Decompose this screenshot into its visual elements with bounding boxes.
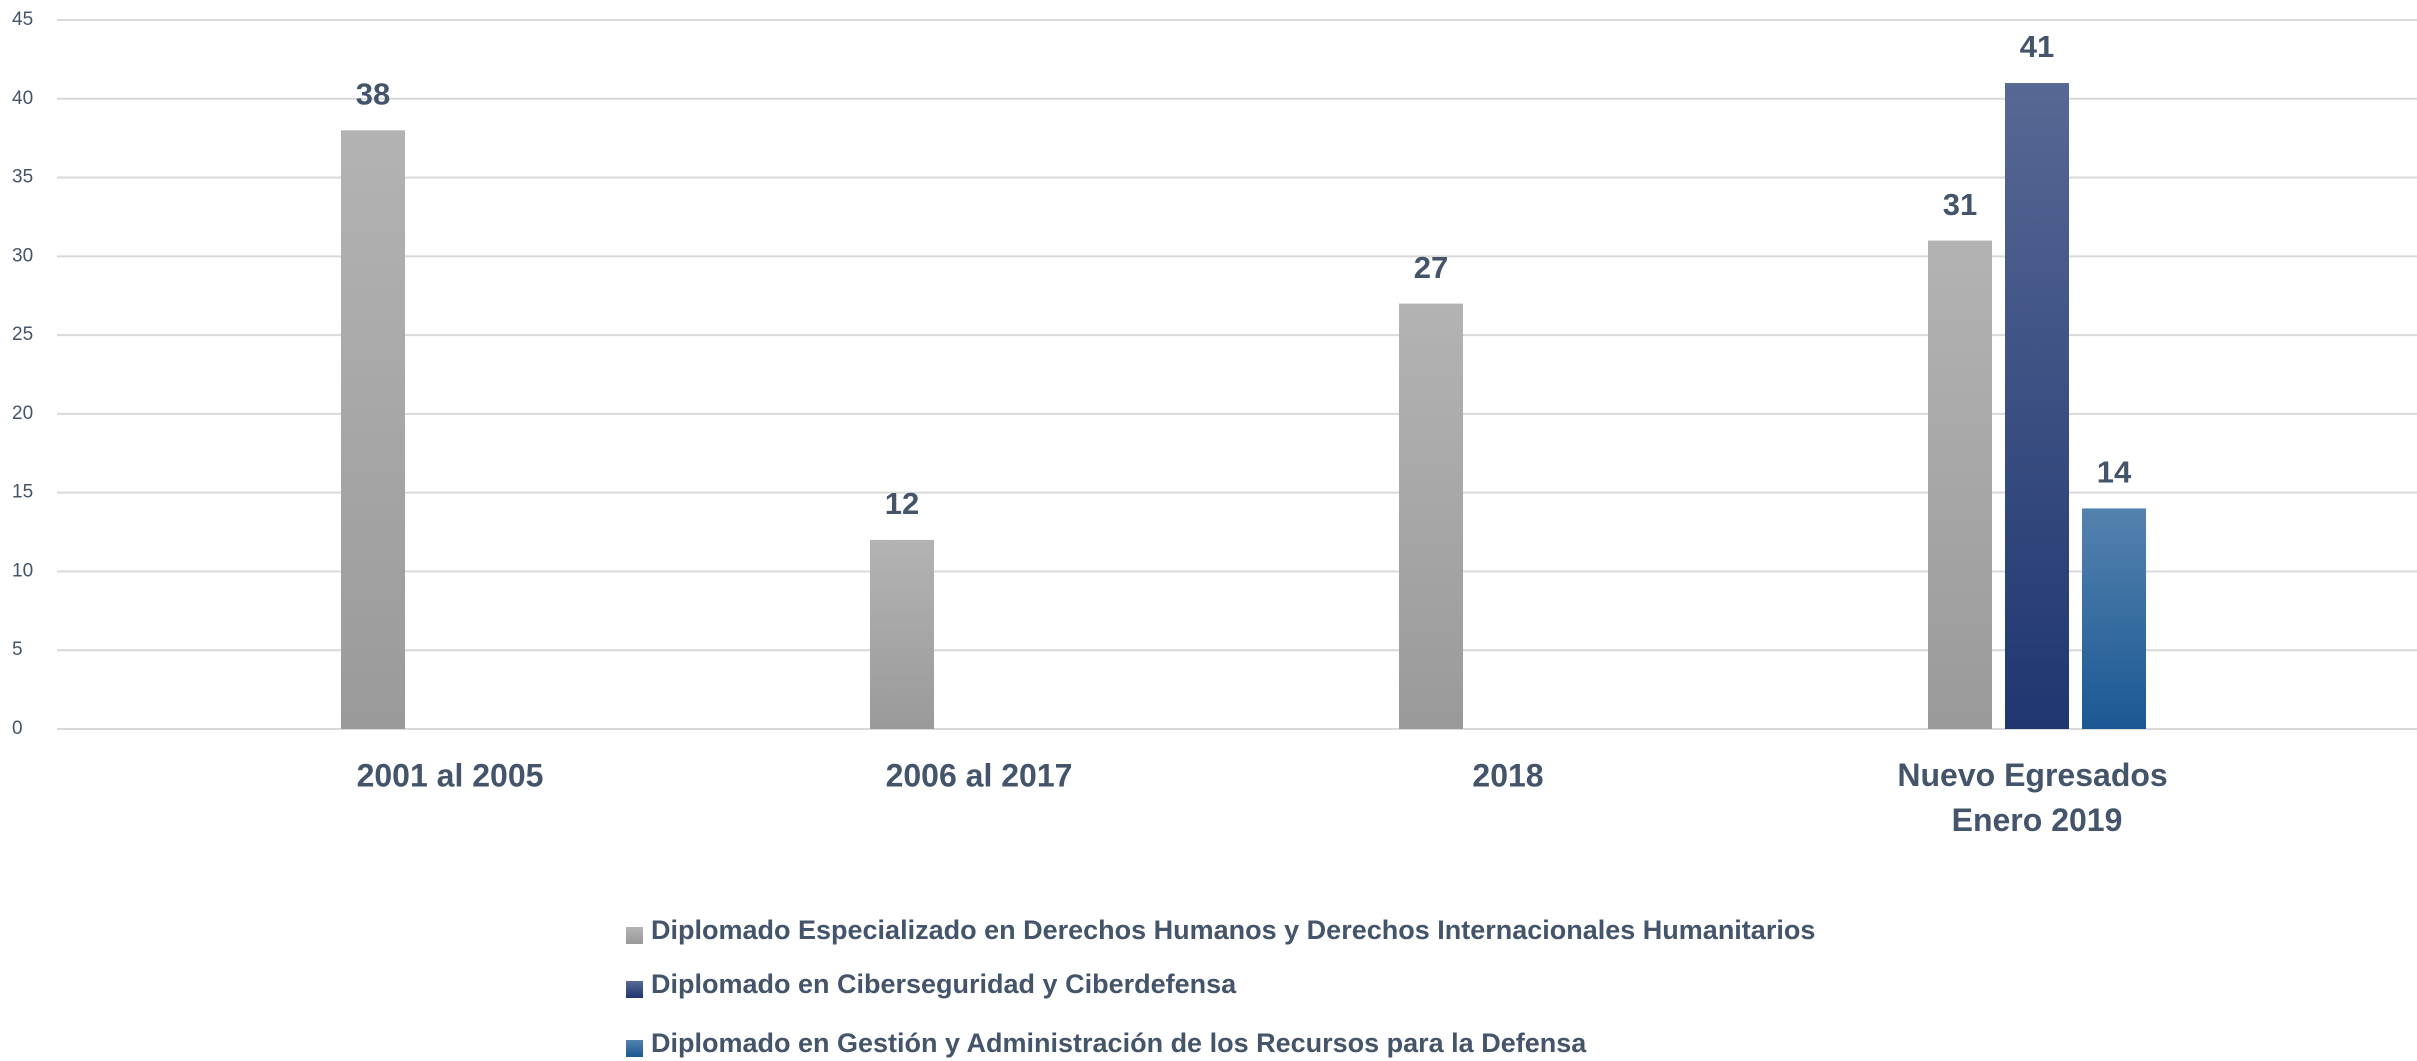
y-tick-label: 10 — [12, 560, 33, 581]
y-tick-label: 0 — [12, 718, 23, 739]
legend-swatch — [626, 1040, 643, 1057]
data-label: 14 — [2097, 455, 2132, 490]
legend-label: Diplomado Especializado en Derechos Huma… — [651, 915, 1815, 945]
legend-swatch — [626, 927, 643, 944]
data-label: 41 — [2020, 29, 2054, 64]
y-tick-label: 20 — [12, 403, 33, 424]
legend-swatch — [626, 981, 643, 998]
y-tick-label: 30 — [12, 245, 33, 266]
bar — [2005, 83, 2069, 730]
y-tick-label: 25 — [12, 324, 33, 345]
y-tick-label: 5 — [12, 639, 23, 660]
x-tick-label: 2018 — [1472, 757, 1543, 793]
data-label: 12 — [885, 486, 919, 521]
data-label: 31 — [1943, 187, 1977, 222]
bar — [1928, 240, 1992, 730]
y-tick-label: 40 — [12, 88, 33, 109]
bar — [2082, 508, 2146, 729]
bar — [341, 130, 405, 730]
data-label: 27 — [1414, 250, 1448, 285]
x-tick-label: Nuevo Egresados Enero 2019 — [1897, 757, 2176, 838]
y-tick-label: 15 — [12, 482, 33, 503]
legend-label: Diplomado en Ciberseguridad y Ciberdefen… — [651, 969, 1237, 999]
y-tick-label: 45 — [12, 9, 33, 30]
data-label: 38 — [356, 76, 390, 111]
bar — [870, 539, 934, 729]
legend-label: Diplomado en Gestión y Administración de… — [651, 1028, 1587, 1058]
x-tick-label: 2001 al 2005 — [357, 757, 544, 793]
y-tick-label: 35 — [12, 167, 33, 188]
x-tick-label: 2006 al 2017 — [886, 757, 1073, 793]
bar — [1399, 303, 1463, 729]
